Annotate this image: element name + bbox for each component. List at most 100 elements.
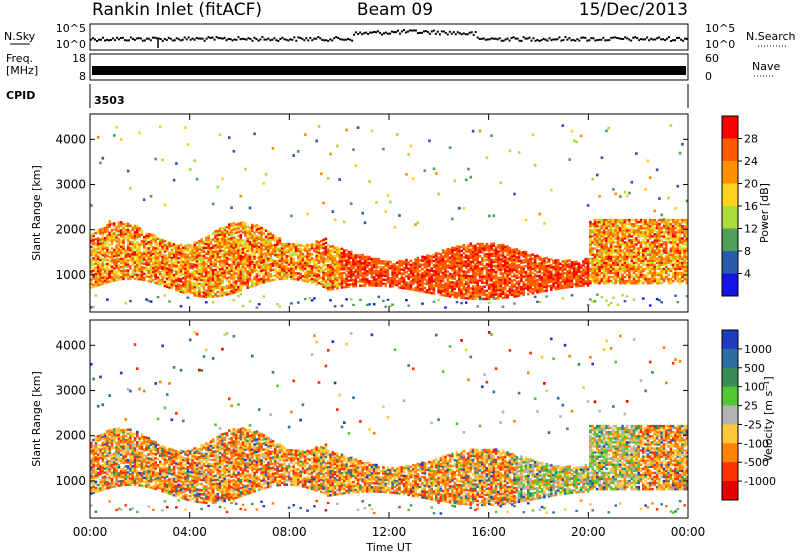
power-cell <box>441 251 445 254</box>
power-cell <box>437 289 440 292</box>
power-cell <box>216 260 220 263</box>
power-cell <box>223 226 226 230</box>
power-cell <box>435 256 438 259</box>
power-cell <box>228 276 231 279</box>
power-cell <box>368 282 371 285</box>
power-cell <box>175 266 178 269</box>
power-cell <box>490 273 493 276</box>
power-cell <box>527 260 530 263</box>
power-cell <box>444 267 447 271</box>
power-cell <box>614 233 617 236</box>
power-cell <box>435 284 438 288</box>
power-cell <box>391 283 394 286</box>
power-cell <box>297 150 300 153</box>
power-cell <box>232 256 236 260</box>
power-cell <box>140 253 144 257</box>
power-cell <box>349 279 353 282</box>
power-cell <box>129 224 132 227</box>
noise-point <box>353 33 356 36</box>
power-cell <box>129 246 132 250</box>
power-cell <box>464 272 468 276</box>
power-cell <box>175 250 178 253</box>
power-cell <box>338 247 341 251</box>
power-cell <box>198 264 201 267</box>
power-cell <box>315 248 318 251</box>
power-cell <box>395 281 399 285</box>
power-cell <box>195 255 199 259</box>
power-cell <box>331 275 335 278</box>
power-cell <box>600 247 604 250</box>
power-cell <box>605 245 608 248</box>
power-cell <box>106 246 109 249</box>
power-cell <box>191 263 194 266</box>
power-cell <box>322 273 325 276</box>
power-cell <box>481 289 484 293</box>
power-cell <box>441 271 445 275</box>
power-cell <box>398 259 401 263</box>
power-cell <box>110 241 114 244</box>
power-cell <box>248 240 252 244</box>
power-cell <box>269 232 272 235</box>
power-cell <box>333 285 337 288</box>
power-cell <box>193 265 197 269</box>
power-cell <box>386 276 390 280</box>
power-cell <box>589 231 592 234</box>
power-cell <box>211 275 215 278</box>
power-cell <box>101 249 105 253</box>
power-cell <box>478 269 482 272</box>
power-cell <box>264 243 268 247</box>
power-cell <box>188 258 192 261</box>
power-cell <box>257 231 261 235</box>
power-cell <box>297 272 300 275</box>
power-cell <box>170 273 174 276</box>
power-cell <box>290 265 293 268</box>
power-cell <box>497 260 500 263</box>
power-cell <box>260 257 263 260</box>
power-cell <box>142 246 146 249</box>
power-cell <box>126 261 130 264</box>
power-cell <box>554 279 558 283</box>
power-cell <box>591 239 594 242</box>
noise-point <box>153 36 156 39</box>
power-cell <box>276 247 279 250</box>
power-cell <box>400 272 404 275</box>
power-cell <box>343 257 346 260</box>
power-cell <box>609 271 613 275</box>
noise-point <box>145 37 148 40</box>
power-cell <box>106 278 109 282</box>
power-cell <box>529 266 532 269</box>
power-cell <box>354 284 358 288</box>
power-cell <box>361 268 364 271</box>
power-cell <box>184 285 187 289</box>
power-cell <box>499 260 502 263</box>
power-cell <box>494 260 498 264</box>
power-cell <box>589 233 592 236</box>
power-cell <box>529 276 532 279</box>
power-cell <box>451 291 454 294</box>
power-cell <box>476 281 479 284</box>
power-cell <box>476 287 479 290</box>
power-cell <box>545 287 548 290</box>
noise-point <box>664 39 667 42</box>
noise-point <box>600 38 603 41</box>
power-cell <box>200 262 203 266</box>
power-cell <box>391 265 394 268</box>
power-cell <box>179 284 183 287</box>
power-cell <box>494 283 498 286</box>
power-cell <box>315 272 318 276</box>
power-cell <box>177 253 180 256</box>
power-cell <box>354 256 358 259</box>
power-cell <box>165 248 169 252</box>
power-cell <box>225 230 229 233</box>
power-cell <box>92 251 95 254</box>
power-cell <box>600 227 604 230</box>
power-cell <box>228 284 231 287</box>
power-cell <box>499 276 502 280</box>
power-cell <box>198 288 201 292</box>
power-cell <box>110 251 114 254</box>
power-cell <box>476 263 479 266</box>
power-cell <box>593 275 597 279</box>
power-cell <box>612 265 615 269</box>
power-cell <box>322 261 325 264</box>
power-cell <box>136 230 139 234</box>
